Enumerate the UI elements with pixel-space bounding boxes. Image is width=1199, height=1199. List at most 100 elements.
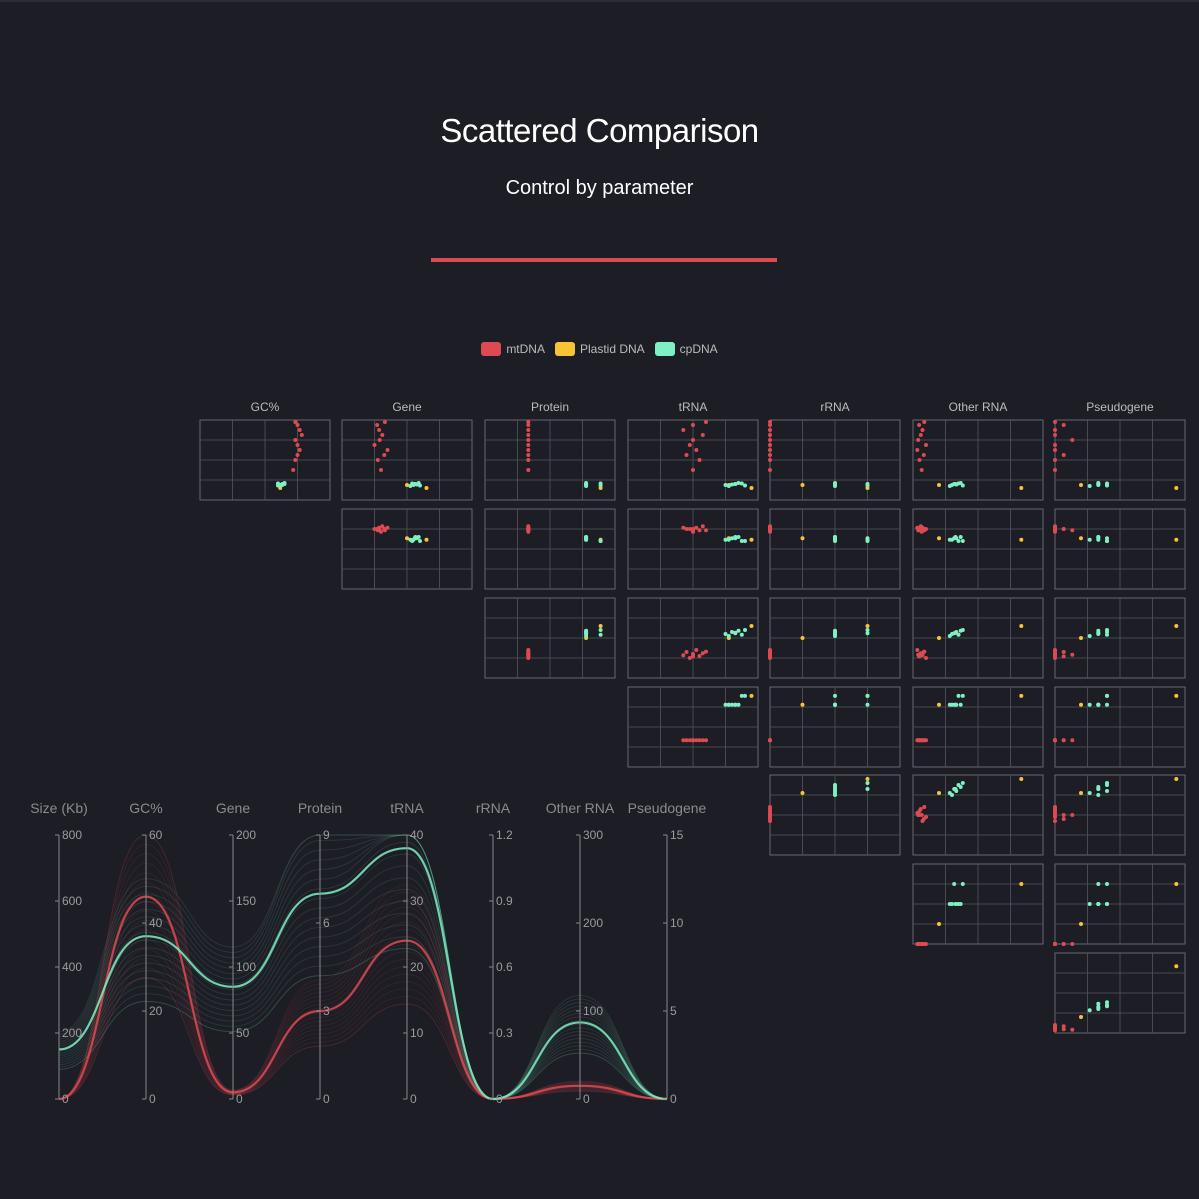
- scatter-point: [924, 815, 928, 819]
- scatter-point: [1061, 1027, 1066, 1032]
- scatter-point: [704, 738, 708, 743]
- scatter-point: [1174, 882, 1179, 886]
- scatter-point: [1105, 632, 1109, 637]
- scatter-point: [953, 535, 958, 539]
- scatter-cell: [627, 686, 759, 768]
- scatter-point: [917, 813, 922, 817]
- scatter-point: [691, 527, 695, 531]
- scatter-point: [833, 693, 837, 698]
- scatter-point: [920, 819, 925, 823]
- scatter-point: [1096, 882, 1101, 886]
- scatter-point: [749, 693, 754, 698]
- axis-tick-label: 0: [323, 1092, 330, 1106]
- parallel-bg-line: [58, 834, 668, 1100]
- scatter-point: [1061, 654, 1066, 659]
- legend-label: Plastid DNA: [579, 342, 645, 356]
- scatter-point: [1105, 539, 1109, 543]
- scatter-point: [922, 649, 927, 654]
- parallel-coordinates: Size (Kb)0200400600800GC%0204060Gene0501…: [30, 800, 706, 1106]
- scatter-point: [768, 448, 772, 452]
- scatter-point: [958, 702, 963, 707]
- scatter-point: [416, 535, 421, 539]
- scatter-point: [380, 433, 385, 437]
- scatter-point: [598, 632, 603, 637]
- scatter-point: [924, 443, 928, 447]
- scatter-point: [768, 438, 772, 442]
- scatter-point: [684, 650, 689, 654]
- scatter-point: [768, 528, 772, 533]
- scatter-point: [691, 423, 695, 427]
- scatter-column-label: rRNA: [820, 400, 849, 414]
- scatter-point: [958, 785, 963, 789]
- scatter-point: [1079, 922, 1083, 926]
- axis-tick-label: 0.9: [496, 894, 513, 908]
- scatter-point: [297, 428, 302, 432]
- axis-tick-label: 150: [236, 894, 256, 908]
- scatter-point: [1053, 738, 1057, 743]
- scatter-point: [739, 693, 744, 698]
- scatter-point: [584, 482, 589, 486]
- axis-tick-label: 0: [62, 1092, 69, 1106]
- scatter-point: [413, 482, 418, 486]
- scatter-point: [733, 482, 738, 486]
- scatter-point: [921, 453, 926, 457]
- scatter-point: [768, 468, 772, 472]
- scatter-point: [1079, 791, 1083, 795]
- legend: mtDNA Plastid DNA cpDNA: [0, 342, 1199, 356]
- scatter-cell: [912, 863, 1044, 946]
- scatter-point: [375, 458, 380, 462]
- scatter-point: [1174, 537, 1179, 542]
- scatter-point: [1053, 811, 1057, 815]
- scatter-point: [1105, 902, 1109, 906]
- scatter-cell: [484, 597, 616, 679]
- scatter-point: [293, 458, 298, 462]
- axis-name: Pseudogene: [628, 800, 707, 816]
- scatter-point: [1105, 781, 1109, 785]
- scatter-column-label: GC%: [251, 400, 280, 414]
- scatter-point: [768, 443, 772, 447]
- scatter-point: [408, 537, 413, 542]
- parallel-axis: Size (Kb) 0 200 400 600 800: [30, 800, 88, 1106]
- scatter-point: [1087, 702, 1092, 707]
- scatter-point: [833, 702, 837, 707]
- axis-tick-label: 10: [410, 1026, 424, 1040]
- scatter-point: [917, 654, 922, 659]
- scatter-point: [681, 653, 686, 658]
- scatter-point: [952, 882, 957, 886]
- axis-name: rRNA: [476, 800, 511, 816]
- scatter-point: [295, 443, 300, 447]
- scatter-cell: [627, 597, 759, 679]
- scatter-point: [958, 902, 963, 906]
- scatter-point: [1019, 486, 1024, 490]
- scatter-cell: [768, 597, 901, 679]
- scatter-point: [865, 693, 870, 698]
- scatter-point: [598, 628, 603, 632]
- parallel-bg-line: [58, 843, 668, 1100]
- scatter-point: [917, 942, 922, 946]
- scatter-cell: [1053, 508, 1186, 590]
- legend-item-mtdna[interactable]: mtDNA: [481, 342, 545, 356]
- scatter-point: [733, 535, 738, 539]
- scatter-point: [526, 649, 531, 654]
- scatter-point: [736, 535, 741, 539]
- legend-item-cpdna[interactable]: cpDNA: [654, 342, 718, 356]
- scatter-point: [526, 428, 531, 432]
- scatter-cell: [484, 508, 616, 590]
- scatter-point: [865, 628, 870, 632]
- scatter-point: [1061, 942, 1066, 946]
- scatter-point: [1019, 777, 1024, 781]
- parallel-series-line: [58, 895, 668, 1101]
- scatter-point: [743, 539, 747, 543]
- scatter-point: [382, 528, 387, 533]
- scatter-point: [736, 481, 741, 485]
- scatter-point: [800, 536, 805, 541]
- scatter-point: [1105, 702, 1109, 707]
- legend-item-plastid[interactable]: Plastid DNA: [554, 342, 645, 356]
- axis-tick-label: 0: [236, 1092, 243, 1106]
- scatter-point: [1096, 793, 1101, 797]
- scatter-point: [915, 448, 920, 452]
- scatter-point: [1061, 1024, 1066, 1029]
- scatter-point: [833, 791, 837, 795]
- axis-tick-label: 20: [410, 960, 424, 974]
- scatter-point: [418, 483, 422, 488]
